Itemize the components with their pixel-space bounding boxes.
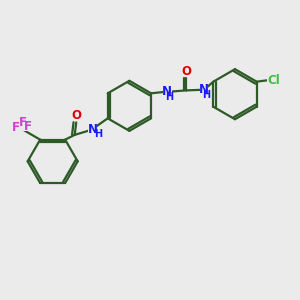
Text: F: F bbox=[20, 116, 27, 129]
Text: H: H bbox=[94, 129, 102, 139]
Bar bbox=[73, 114, 80, 120]
Bar bbox=[183, 70, 190, 76]
Text: N: N bbox=[199, 83, 209, 96]
Bar bbox=[200, 86, 208, 94]
Bar bbox=[163, 88, 172, 95]
Text: H: H bbox=[202, 90, 210, 100]
Text: O: O bbox=[182, 65, 191, 78]
Text: H: H bbox=[165, 92, 173, 102]
Text: O: O bbox=[71, 110, 81, 122]
Bar bbox=[23, 124, 31, 130]
Bar bbox=[20, 121, 27, 127]
Text: N: N bbox=[87, 123, 98, 136]
Text: Cl: Cl bbox=[267, 74, 280, 87]
Bar bbox=[88, 125, 97, 134]
Text: F: F bbox=[23, 120, 32, 133]
Text: F: F bbox=[12, 121, 20, 134]
Bar bbox=[13, 124, 20, 131]
Bar bbox=[267, 76, 278, 84]
Text: N: N bbox=[162, 85, 172, 98]
